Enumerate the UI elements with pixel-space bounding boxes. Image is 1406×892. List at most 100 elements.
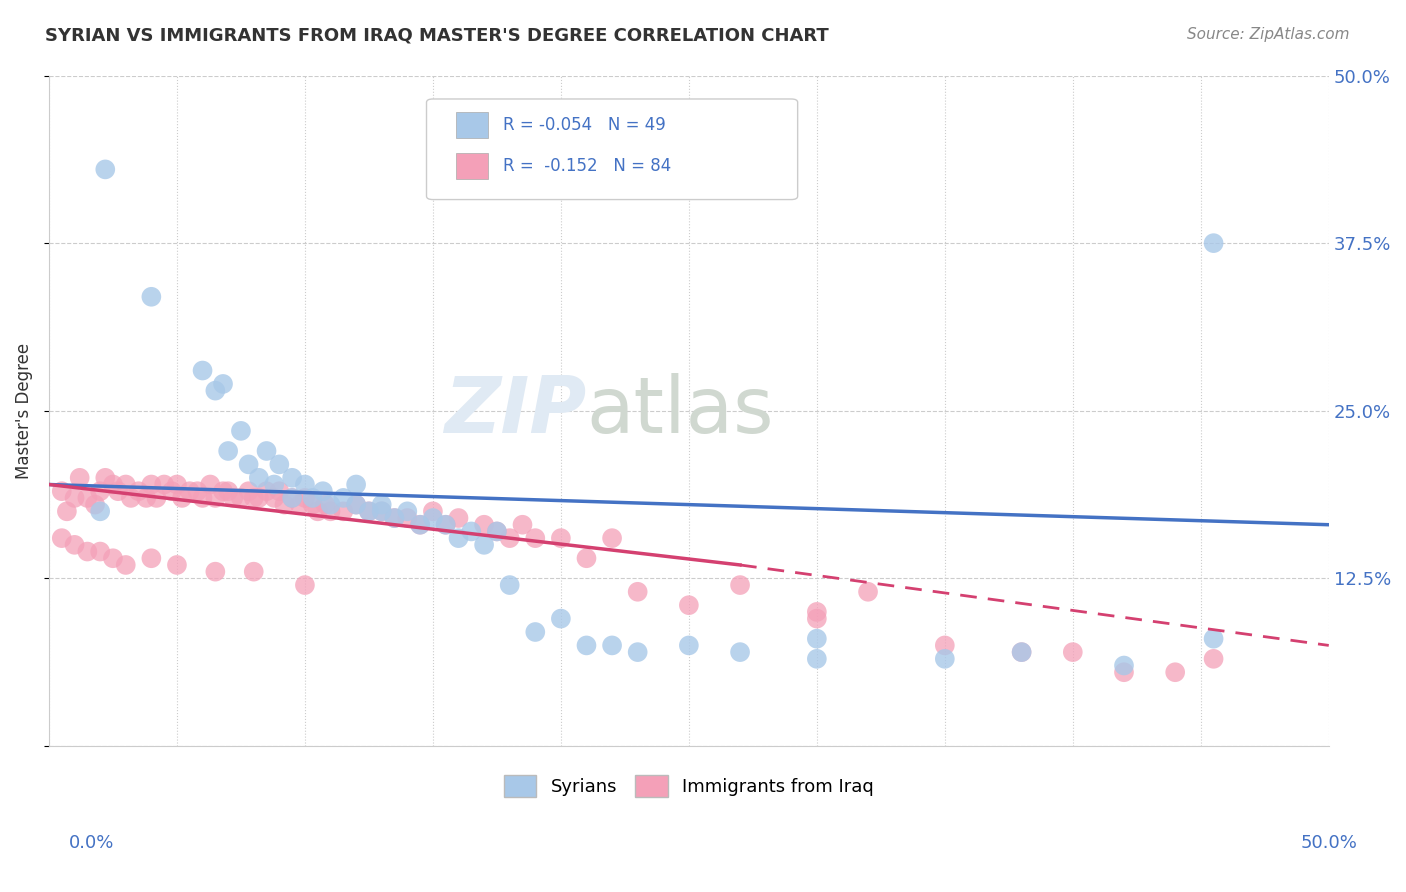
Point [1202, 632, 1225, 646]
Point [204, 491, 226, 505]
Point [238, 484, 260, 499]
Point [294, 491, 316, 505]
Point [76, 491, 98, 505]
Point [120, 491, 142, 505]
Point [222, 491, 245, 505]
Point [409, 517, 432, 532]
Point [200, 477, 222, 491]
Point [101, 477, 124, 491]
Point [524, 625, 547, 640]
Point [332, 504, 354, 518]
Point [63, 538, 86, 552]
Point [934, 639, 956, 653]
Point [728, 578, 751, 592]
FancyBboxPatch shape [456, 112, 488, 138]
Point [229, 424, 252, 438]
Text: R = -0.054   N = 49: R = -0.054 N = 49 [503, 116, 666, 134]
Point [204, 384, 226, 398]
Point [153, 477, 176, 491]
Point [107, 484, 129, 499]
Point [409, 517, 432, 532]
Point [212, 484, 235, 499]
Point [485, 524, 508, 539]
Point [314, 498, 336, 512]
Point [294, 477, 316, 491]
Point [678, 598, 700, 612]
Point [63, 491, 86, 505]
Point [101, 551, 124, 566]
Point [524, 531, 547, 545]
Text: Source: ZipAtlas.com: Source: ZipAtlas.com [1187, 27, 1350, 42]
Point [856, 584, 879, 599]
Point [170, 491, 193, 505]
Point [128, 484, 150, 499]
Point [422, 504, 444, 518]
Point [422, 511, 444, 525]
Point [512, 517, 534, 532]
Point [263, 477, 285, 491]
Point [434, 517, 457, 532]
Point [204, 565, 226, 579]
Point [94, 471, 117, 485]
Point [301, 491, 323, 505]
Point [56, 504, 79, 518]
Point [1112, 658, 1135, 673]
Y-axis label: Master's Degree: Master's Degree [15, 343, 32, 479]
Point [89, 544, 111, 558]
Point [281, 491, 304, 505]
Point [301, 498, 323, 512]
Point [1202, 236, 1225, 251]
Point [312, 484, 335, 499]
Text: ZIP: ZIP [444, 373, 586, 449]
Point [179, 484, 201, 499]
Point [281, 491, 304, 505]
Point [600, 639, 623, 653]
Point [114, 477, 136, 491]
Point [678, 639, 700, 653]
Point [76, 544, 98, 558]
Point [247, 471, 270, 485]
Point [447, 531, 470, 545]
Point [229, 491, 252, 505]
Point [344, 498, 367, 512]
Point [575, 551, 598, 566]
Point [89, 484, 111, 499]
Point [934, 652, 956, 666]
Point [1011, 645, 1033, 659]
Point [319, 498, 342, 512]
Point [269, 484, 291, 499]
Point [550, 611, 572, 625]
Point [238, 458, 260, 472]
Point [1112, 665, 1135, 680]
Point [281, 471, 304, 485]
Point [806, 605, 828, 619]
Point [212, 376, 235, 391]
Point [357, 504, 380, 518]
Point [242, 565, 264, 579]
Point [51, 531, 73, 545]
Point [1202, 652, 1225, 666]
Point [84, 498, 107, 512]
Point [114, 558, 136, 572]
Point [166, 477, 188, 491]
Point [472, 538, 495, 552]
FancyBboxPatch shape [456, 153, 488, 179]
Point [263, 491, 285, 505]
Point [135, 491, 157, 505]
Point [370, 504, 392, 518]
Point [242, 491, 264, 505]
Point [499, 578, 522, 592]
Point [89, 504, 111, 518]
Point [145, 491, 167, 505]
Point [319, 504, 342, 518]
Point [472, 517, 495, 532]
Point [344, 477, 367, 491]
Point [186, 484, 208, 499]
Text: 0.0%: 0.0% [69, 834, 114, 852]
Point [344, 498, 367, 512]
Point [141, 551, 163, 566]
Point [447, 511, 470, 525]
Text: SYRIAN VS IMMIGRANTS FROM IRAQ MASTER'S DEGREE CORRELATION CHART: SYRIAN VS IMMIGRANTS FROM IRAQ MASTER'S … [45, 27, 828, 45]
Point [273, 498, 295, 512]
Point [191, 491, 214, 505]
